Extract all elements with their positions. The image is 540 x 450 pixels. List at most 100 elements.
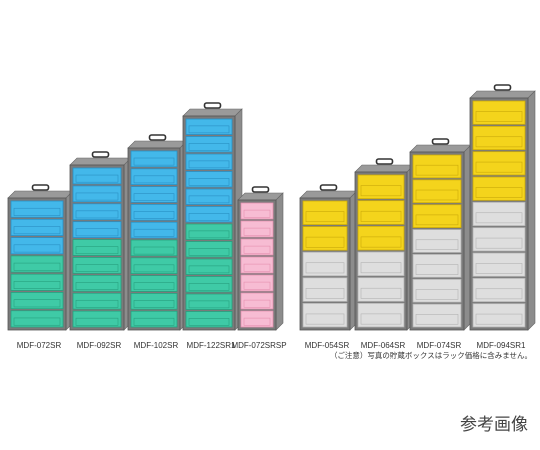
drawer-front	[133, 211, 175, 219]
drawer	[412, 303, 462, 328]
drawer	[240, 202, 274, 220]
drawer	[10, 292, 64, 310]
handle	[148, 134, 167, 141]
drawer	[412, 278, 462, 303]
drawer-front	[360, 262, 402, 274]
drawer	[130, 257, 178, 274]
drawer	[302, 226, 348, 251]
drawer-front	[415, 214, 459, 226]
drawer	[72, 310, 122, 328]
drawer	[185, 241, 233, 258]
drawer-front	[75, 210, 119, 219]
drawer	[412, 179, 462, 204]
drawer-front	[133, 264, 175, 273]
rack	[182, 102, 243, 331]
drawer	[72, 239, 122, 256]
drawer-front	[133, 300, 175, 308]
drawer-front	[475, 161, 523, 173]
drawer-front	[243, 245, 271, 254]
drawer-front	[75, 317, 119, 326]
drawer-front	[13, 317, 61, 326]
drawer-front	[243, 209, 271, 218]
drawer-front	[305, 288, 345, 299]
handle	[375, 158, 394, 165]
drawer	[130, 275, 178, 292]
drawer	[10, 273, 64, 291]
drawer-front	[188, 230, 230, 239]
drawer-front	[415, 289, 459, 300]
drawer-front	[188, 318, 230, 326]
drawer-front	[243, 317, 271, 326]
drawer	[412, 154, 462, 179]
drawer	[472, 252, 526, 277]
drawer-front	[133, 246, 175, 255]
drawer	[185, 258, 233, 275]
drawer-front	[188, 265, 230, 274]
rack-label: MDF-092SR	[77, 341, 122, 350]
drawer	[185, 136, 233, 153]
drawer	[10, 200, 64, 218]
drawer	[357, 277, 405, 302]
drawer-front	[133, 282, 175, 291]
drawer	[412, 254, 462, 278]
drawer	[185, 311, 233, 328]
note: （ご注意）写真の貯蔵ボックスはラック価格に含みません。	[330, 350, 532, 360]
drawer	[472, 151, 526, 176]
drawer	[72, 167, 122, 185]
drawer-front	[188, 160, 230, 169]
rack-label: MDF-074SR	[417, 341, 462, 350]
rack-top	[127, 140, 188, 149]
drawer	[357, 174, 405, 200]
drawer	[185, 118, 233, 135]
drawer-front	[475, 313, 523, 325]
drawer-front	[188, 248, 230, 256]
drawer-front	[188, 178, 230, 186]
drawer	[240, 274, 274, 292]
drawer-front	[475, 111, 523, 122]
drawer	[72, 274, 122, 292]
drawer	[302, 251, 348, 277]
drawer-front	[475, 263, 523, 274]
drawer-front	[360, 287, 402, 299]
rack-label: MDF-064SR	[361, 341, 406, 350]
drawer-front	[13, 207, 61, 216]
drawer-front	[360, 210, 402, 222]
drawer-front	[475, 187, 523, 198]
drawer-front	[188, 195, 230, 204]
caption: 参考画像	[460, 415, 528, 435]
drawer	[472, 227, 526, 252]
drawer	[302, 200, 348, 226]
drawer	[240, 220, 274, 238]
drawer	[185, 293, 233, 310]
drawer-front	[360, 313, 402, 325]
rack	[237, 186, 284, 331]
drawer	[10, 218, 64, 236]
rack-top	[237, 192, 284, 201]
drawer-front	[305, 211, 345, 223]
drawer	[130, 239, 178, 257]
rack-top	[409, 144, 472, 153]
drawer	[240, 292, 274, 310]
drawer	[72, 221, 122, 238]
handle	[431, 138, 450, 145]
drawer	[130, 168, 178, 186]
drawer	[185, 223, 233, 240]
rack	[299, 184, 358, 331]
drawer	[302, 277, 348, 302]
rack-side	[275, 192, 284, 331]
drawer	[130, 310, 178, 328]
drawer	[130, 292, 178, 310]
drawer-front	[75, 246, 119, 255]
drawer-front	[475, 136, 523, 148]
rack-label: MDF-102SR	[134, 341, 179, 350]
rack-top	[182, 108, 243, 117]
drawer-front	[243, 281, 271, 290]
drawer	[357, 225, 405, 251]
drawer-front	[75, 192, 119, 201]
drawer	[357, 251, 405, 277]
drawer-front	[75, 299, 119, 308]
rack	[469, 84, 536, 331]
rack-label: MDF-072SRSP	[231, 341, 286, 350]
rack-top	[354, 164, 415, 173]
drawer	[185, 171, 233, 188]
